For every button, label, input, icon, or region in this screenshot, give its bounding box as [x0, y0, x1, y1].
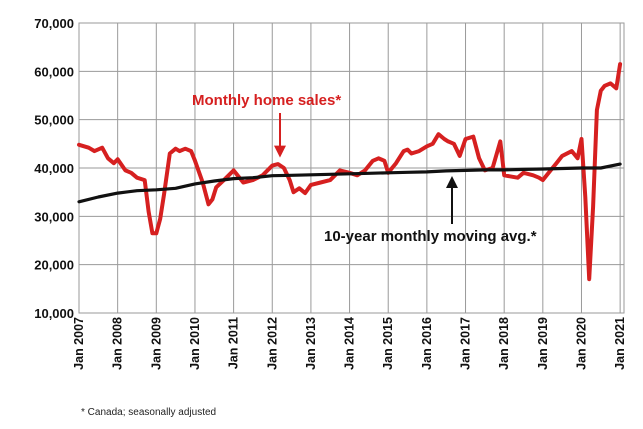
x-tick-label: Jan 2010 — [188, 317, 202, 370]
x-tick-label: Jan 2008 — [111, 317, 125, 370]
x-tick-label: Jan 2009 — [149, 317, 163, 370]
y-tick-label: 30,000 — [34, 209, 74, 224]
series-line-moving-average — [77, 162, 622, 204]
y-tick-label: 20,000 — [34, 258, 74, 273]
y-tick-label: 70,000 — [34, 16, 74, 31]
x-tick-label: Jan 2013 — [304, 317, 318, 370]
x-tick-label: Jan 2021 — [613, 317, 627, 370]
x-tick-label: Jan 2011 — [227, 317, 241, 369]
moving-avg-annotation: 10-year monthly moving avg.* — [324, 228, 537, 245]
plot-frame — [78, 22, 625, 314]
x-axis-ticks: Jan 2007 Jan 2008 Jan 2009 Jan 2010 Jan 2011… — [72, 317, 627, 370]
x-tick-label: Jan 2015 — [381, 317, 395, 370]
x-tick-label: Jan 2020 — [574, 317, 588, 370]
y-tick-label: 40,000 — [34, 161, 74, 176]
x-tick-label: Jan 2017 — [459, 317, 473, 370]
x-tick-label: Jan 2007 — [72, 317, 86, 370]
y-tick-label: 50,000 — [34, 113, 74, 128]
monthly-sales-annotation: Monthly home sales* — [192, 92, 341, 109]
x-tick-label: Jan 2012 — [265, 317, 279, 370]
footnote: * Canada; seasonally adjusted — [81, 407, 216, 418]
y-tick-label: 10,000 — [34, 306, 74, 321]
series-lines — [77, 62, 623, 282]
x-tick-label: Jan 2016 — [420, 317, 434, 370]
y-tick-label: 60,000 — [34, 64, 74, 79]
x-tick-label: Jan 2019 — [536, 317, 550, 370]
x-tick-label: Jan 2014 — [343, 317, 357, 370]
x-tick-label: Jan 2018 — [497, 317, 511, 370]
gridlines — [78, 22, 625, 314]
y-axis-ticks: 10,000 20,000 30,000 40,000 50,000 60,000 70,0… — [34, 16, 74, 321]
